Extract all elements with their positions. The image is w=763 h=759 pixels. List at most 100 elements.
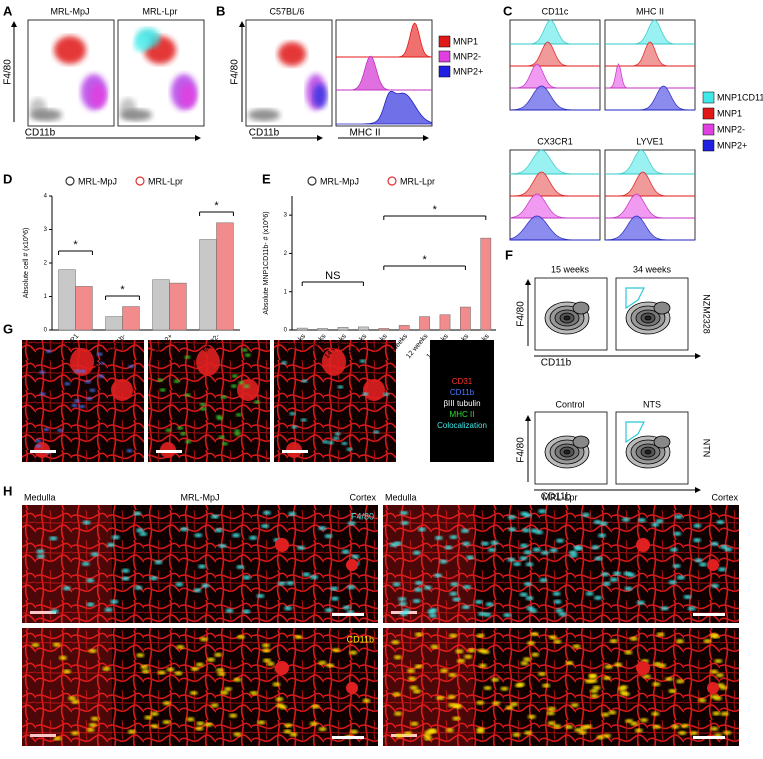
stain-signal xyxy=(324,608,333,613)
stain-signal xyxy=(176,645,185,650)
contour xyxy=(563,449,571,455)
stain-signal xyxy=(234,429,241,433)
column-title: 15 weeks xyxy=(551,264,590,274)
y-axis-label: Absolute MNP1CD11b- # (x10^6) xyxy=(263,211,270,314)
stain-signal xyxy=(427,609,436,614)
stain-signal xyxy=(476,633,485,638)
y-tick-label: 0 xyxy=(44,328,48,334)
histogram xyxy=(605,85,695,111)
glomerulus xyxy=(707,559,719,571)
legend-label: MNP1CD11b- xyxy=(717,92,763,102)
stain-signal xyxy=(127,729,136,734)
histogram xyxy=(605,19,695,45)
stain-signal xyxy=(642,674,651,679)
bar xyxy=(216,222,234,331)
stain-signal xyxy=(490,540,499,545)
column-title: NTS xyxy=(643,399,661,409)
stain-signal xyxy=(347,585,356,590)
legend-marker xyxy=(307,176,317,186)
stain-signal xyxy=(253,400,260,404)
stain-signal xyxy=(524,730,533,735)
legend-swatch xyxy=(702,107,715,120)
stain-signal xyxy=(111,535,120,540)
stain-signal xyxy=(483,686,492,691)
cell-population xyxy=(134,36,150,52)
stain-signal xyxy=(195,662,204,667)
bar xyxy=(460,306,471,331)
plot-title: MHC II xyxy=(636,6,664,16)
stain-signal xyxy=(210,703,219,708)
stain-signal xyxy=(474,599,483,604)
stain-signal xyxy=(185,440,192,444)
stain-signal xyxy=(491,677,500,682)
stain-signal xyxy=(624,650,633,655)
stain-signal xyxy=(621,517,630,522)
stain-signal xyxy=(570,703,579,708)
plot-frame xyxy=(245,19,333,127)
scale-bar xyxy=(30,734,56,737)
stain-signal xyxy=(204,722,213,727)
stain-signal xyxy=(200,407,207,411)
stain-signal xyxy=(581,512,590,517)
glomerulus xyxy=(346,559,358,571)
legend-label: MRL-Lpr xyxy=(400,176,435,186)
contour xyxy=(644,449,652,455)
legend-label: MRL-Lpr xyxy=(148,176,183,186)
contour xyxy=(572,301,590,315)
plot-title: C57BL/6 xyxy=(269,6,304,16)
stain-signal xyxy=(427,728,436,733)
stain-signal xyxy=(656,632,665,637)
stain-signal xyxy=(531,652,540,657)
stain-signal xyxy=(392,582,401,587)
stain-signal xyxy=(410,721,419,726)
stain-signal xyxy=(98,361,105,365)
stain-label: CD11b xyxy=(347,634,374,644)
stain-signal xyxy=(199,637,208,642)
legend-swatch xyxy=(438,50,451,63)
stain-signal xyxy=(564,724,573,729)
stain-signal xyxy=(166,667,175,672)
stain-signal xyxy=(136,653,145,658)
stain-signal xyxy=(220,395,227,399)
y-tick-label: 3 xyxy=(44,227,48,233)
stain-signal xyxy=(519,543,528,548)
stain-signal xyxy=(399,611,408,616)
micrograph xyxy=(383,505,739,623)
bar xyxy=(398,325,410,331)
stain-signal xyxy=(547,706,556,711)
stain-signal xyxy=(414,632,423,637)
y-tick-label: 4 xyxy=(44,194,48,200)
micrograph xyxy=(383,628,739,746)
stain-signal xyxy=(88,648,97,653)
plot-frame xyxy=(335,19,433,127)
stain-signal xyxy=(199,402,206,407)
stain-signal xyxy=(651,711,660,716)
stain-signal xyxy=(177,426,184,430)
cell-population xyxy=(120,98,136,118)
stain-signal xyxy=(523,582,532,587)
legend-swatch xyxy=(702,91,715,104)
column-title: 34 weeks xyxy=(633,264,672,274)
stain-signal xyxy=(96,352,103,356)
stain-signal xyxy=(556,538,565,543)
glomerulus xyxy=(346,682,358,694)
stain-signal xyxy=(237,379,259,401)
y-tick-label: 2 xyxy=(44,261,48,267)
stain-signal xyxy=(525,562,534,567)
stain-signal xyxy=(70,348,94,376)
significance-label: * xyxy=(73,239,78,251)
stain-signal xyxy=(714,659,723,664)
panel-label: A xyxy=(3,3,13,18)
stain-signal xyxy=(175,582,184,587)
stain-signal xyxy=(102,666,111,671)
legend-box xyxy=(430,340,494,462)
stain-signal xyxy=(454,704,463,709)
stain-signal xyxy=(373,430,380,434)
contour xyxy=(653,301,671,315)
stain-signal xyxy=(106,542,115,547)
plot-title: MRL-Lpr xyxy=(542,492,577,502)
stain-signal xyxy=(676,679,685,684)
stain-signal xyxy=(652,724,661,729)
stain-signal xyxy=(672,563,681,568)
stain-signal xyxy=(349,650,358,655)
